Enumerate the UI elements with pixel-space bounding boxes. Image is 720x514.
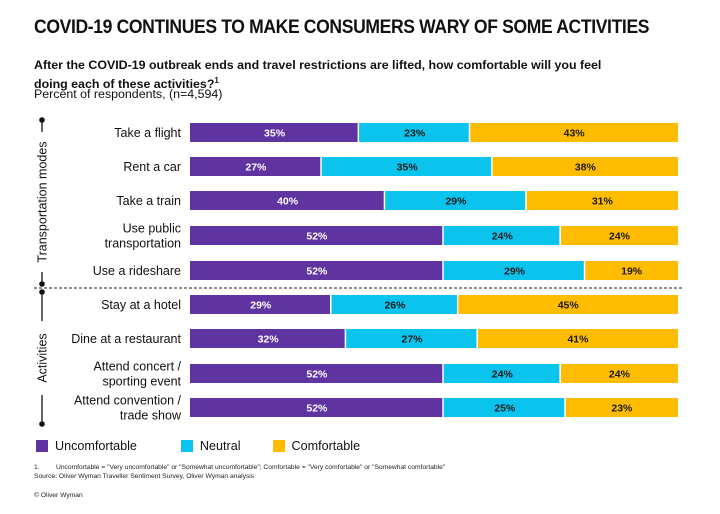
- copyright: © Oliver Wyman: [34, 492, 83, 499]
- bar-segment-uncomfortable-attend-concert-sporting-event: [190, 364, 443, 383]
- footnote-marker: 1: [214, 75, 219, 85]
- chart-subtitle: Percent of respondents, (n=4,594): [34, 87, 223, 101]
- bar-segment-uncomfortable-stay-at-a-hotel: [190, 295, 331, 314]
- footnote: 1. Uncomfortable = "Very uncomfortable" o…: [34, 463, 445, 481]
- category-label-attend-convention-trade-show: Attend convention /: [74, 394, 182, 408]
- data-label-comfortable-attend-convention-trade-show: 23%: [611, 403, 633, 415]
- category-label-use-public-transportation: transportation: [105, 237, 181, 251]
- data-label-neutral-use-a-rideshare: 29%: [504, 266, 526, 278]
- bar-segment-neutral-take-a-train: [385, 191, 526, 210]
- legend-swatch-comfortable: [272, 440, 285, 452]
- footnote-text: Uncomfortable = "Very uncomfortable" or …: [56, 464, 446, 471]
- bar-segment-neutral-dine-at-a-restaurant: [346, 329, 477, 348]
- legend-item-neutral: Neutral: [180, 439, 241, 453]
- source-note: Source: Oliver Wyman Traveller Sentiment…: [34, 473, 255, 480]
- bar-segment-comfortable-attend-convention-trade-show: [565, 398, 678, 417]
- group-bracket-dot-transportation-modes: [39, 117, 45, 123]
- category-label-take-a-train: Take a train: [116, 194, 181, 208]
- bar-segment-neutral-stay-at-a-hotel: [331, 295, 457, 314]
- category-label-use-a-rideshare: Use a rideshare: [93, 264, 181, 278]
- bar-segment-uncomfortable-dine-at-a-restaurant: [190, 329, 345, 348]
- group-label-transportation-modes: Transportation modes: [36, 141, 50, 262]
- bar-segment-comfortable-stay-at-a-hotel: [458, 295, 678, 314]
- bar-segment-neutral-attend-convention-trade-show: [443, 398, 565, 417]
- data-label-comfortable-dine-at-a-restaurant: 41%: [567, 334, 589, 346]
- data-label-comfortable-attend-concert-sporting-event: 24%: [609, 369, 631, 381]
- category-label-take-a-flight: Take a flight: [114, 126, 181, 140]
- data-label-neutral-take-a-flight: 23%: [404, 128, 426, 140]
- bar-segment-uncomfortable-use-a-rideshare: [190, 261, 443, 280]
- data-label-uncomfortable-attend-convention-trade-show: 52%: [306, 403, 328, 415]
- data-label-neutral-rent-a-car: 35%: [397, 162, 419, 174]
- category-label-attend-concert-sporting-event: sporting event: [102, 375, 181, 389]
- data-label-uncomfortable-take-a-train: 40%: [277, 196, 299, 208]
- bar-segment-comfortable-use-public-transportation: [560, 226, 678, 245]
- legend-label-comfortable: Comfortable: [291, 439, 361, 453]
- category-label-stay-at-a-hotel: Stay at a hotel: [101, 298, 181, 312]
- bar-segment-comfortable-attend-concert-sporting-event: [560, 364, 678, 383]
- data-label-uncomfortable-use-a-rideshare: 52%: [306, 266, 328, 278]
- data-label-uncomfortable-take-a-flight: 35%: [264, 128, 286, 140]
- bar-segment-comfortable-dine-at-a-restaurant: [477, 329, 678, 348]
- data-label-neutral-use-public-transportation: 24%: [492, 231, 514, 243]
- legend-swatch-uncomfortable: [36, 440, 48, 452]
- group-bracket-dot-transportation-modes: [39, 281, 45, 287]
- category-label-dine-at-a-restaurant: Dine at a restaurant: [71, 332, 181, 346]
- bar-segment-comfortable-take-a-train: [526, 191, 678, 210]
- bar-segment-neutral-take-a-flight: [359, 123, 469, 142]
- group-label-activities: Activities: [36, 333, 50, 382]
- data-label-comfortable-rent-a-car: 38%: [575, 162, 597, 174]
- category-label-attend-convention-trade-show: trade show: [120, 409, 182, 423]
- data-label-comfortable-use-public-transportation: 24%: [609, 231, 631, 243]
- data-label-comfortable-stay-at-a-hotel: 45%: [558, 300, 580, 312]
- bar-segment-uncomfortable-take-a-flight: [190, 123, 358, 142]
- legend-item-uncomfortable: Uncomfortable: [36, 439, 137, 453]
- legend: Uncomfortable Neutral Comfortable: [36, 439, 390, 453]
- group-bracket-dot-activities: [39, 289, 45, 295]
- bar-segment-comfortable-take-a-flight: [470, 123, 678, 142]
- chart-title: COVID-19 CONTINUES TO MAKE CONSUMERS WAR…: [34, 16, 650, 38]
- bar-segment-comfortable-rent-a-car: [492, 157, 678, 176]
- data-label-uncomfortable-use-public-transportation: 52%: [306, 231, 328, 243]
- footnote-definition: 1. Uncomfortable = "Very uncomfortable" o…: [34, 463, 445, 472]
- bar-segment-uncomfortable-use-public-transportation: [190, 226, 443, 245]
- data-label-uncomfortable-attend-concert-sporting-event: 52%: [306, 369, 328, 381]
- bar-segment-uncomfortable-rent-a-car: [190, 157, 321, 176]
- category-label-use-public-transportation: Use public: [123, 222, 181, 236]
- legend-label-uncomfortable: Uncomfortable: [55, 439, 137, 453]
- question-text: After the COVID-19 outbreak ends and tra…: [34, 58, 602, 91]
- data-label-comfortable-use-a-rideshare: 19%: [621, 266, 643, 278]
- data-label-uncomfortable-stay-at-a-hotel: 29%: [250, 300, 272, 312]
- category-label-rent-a-car: Rent a car: [123, 160, 181, 174]
- data-label-neutral-dine-at-a-restaurant: 27%: [402, 334, 424, 346]
- data-label-neutral-attend-convention-trade-show: 25%: [494, 403, 516, 415]
- bar-segment-neutral-use-a-rideshare: [443, 261, 584, 280]
- data-label-neutral-attend-concert-sporting-event: 24%: [492, 369, 514, 381]
- bar-segment-neutral-use-public-transportation: [443, 226, 560, 245]
- bar-segment-uncomfortable-take-a-train: [190, 191, 384, 210]
- bar-segment-comfortable-use-a-rideshare: [585, 261, 678, 280]
- data-label-comfortable-take-a-train: 31%: [592, 196, 614, 208]
- bar-segment-neutral-attend-concert-sporting-event: [443, 364, 560, 383]
- legend-swatch-neutral: [180, 440, 193, 452]
- legend-item-comfortable: Comfortable: [272, 439, 361, 453]
- footnote-number: 1.: [34, 464, 40, 471]
- bar-segment-uncomfortable-attend-convention-trade-show: [190, 398, 443, 417]
- data-label-neutral-take-a-train: 29%: [445, 196, 467, 208]
- data-label-uncomfortable-rent-a-car: 27%: [245, 162, 267, 174]
- data-label-comfortable-take-a-flight: 43%: [564, 128, 586, 140]
- data-label-neutral-stay-at-a-hotel: 26%: [384, 300, 406, 312]
- group-bracket-dot-activities: [39, 421, 45, 427]
- data-label-uncomfortable-dine-at-a-restaurant: 32%: [258, 334, 280, 346]
- bar-segment-neutral-rent-a-car: [321, 157, 492, 176]
- legend-label-neutral: Neutral: [199, 439, 241, 453]
- category-label-attend-concert-sporting-event: Attend concert /: [93, 360, 181, 374]
- chart-question: After the COVID-19 outbreak ends and tra…: [34, 56, 634, 94]
